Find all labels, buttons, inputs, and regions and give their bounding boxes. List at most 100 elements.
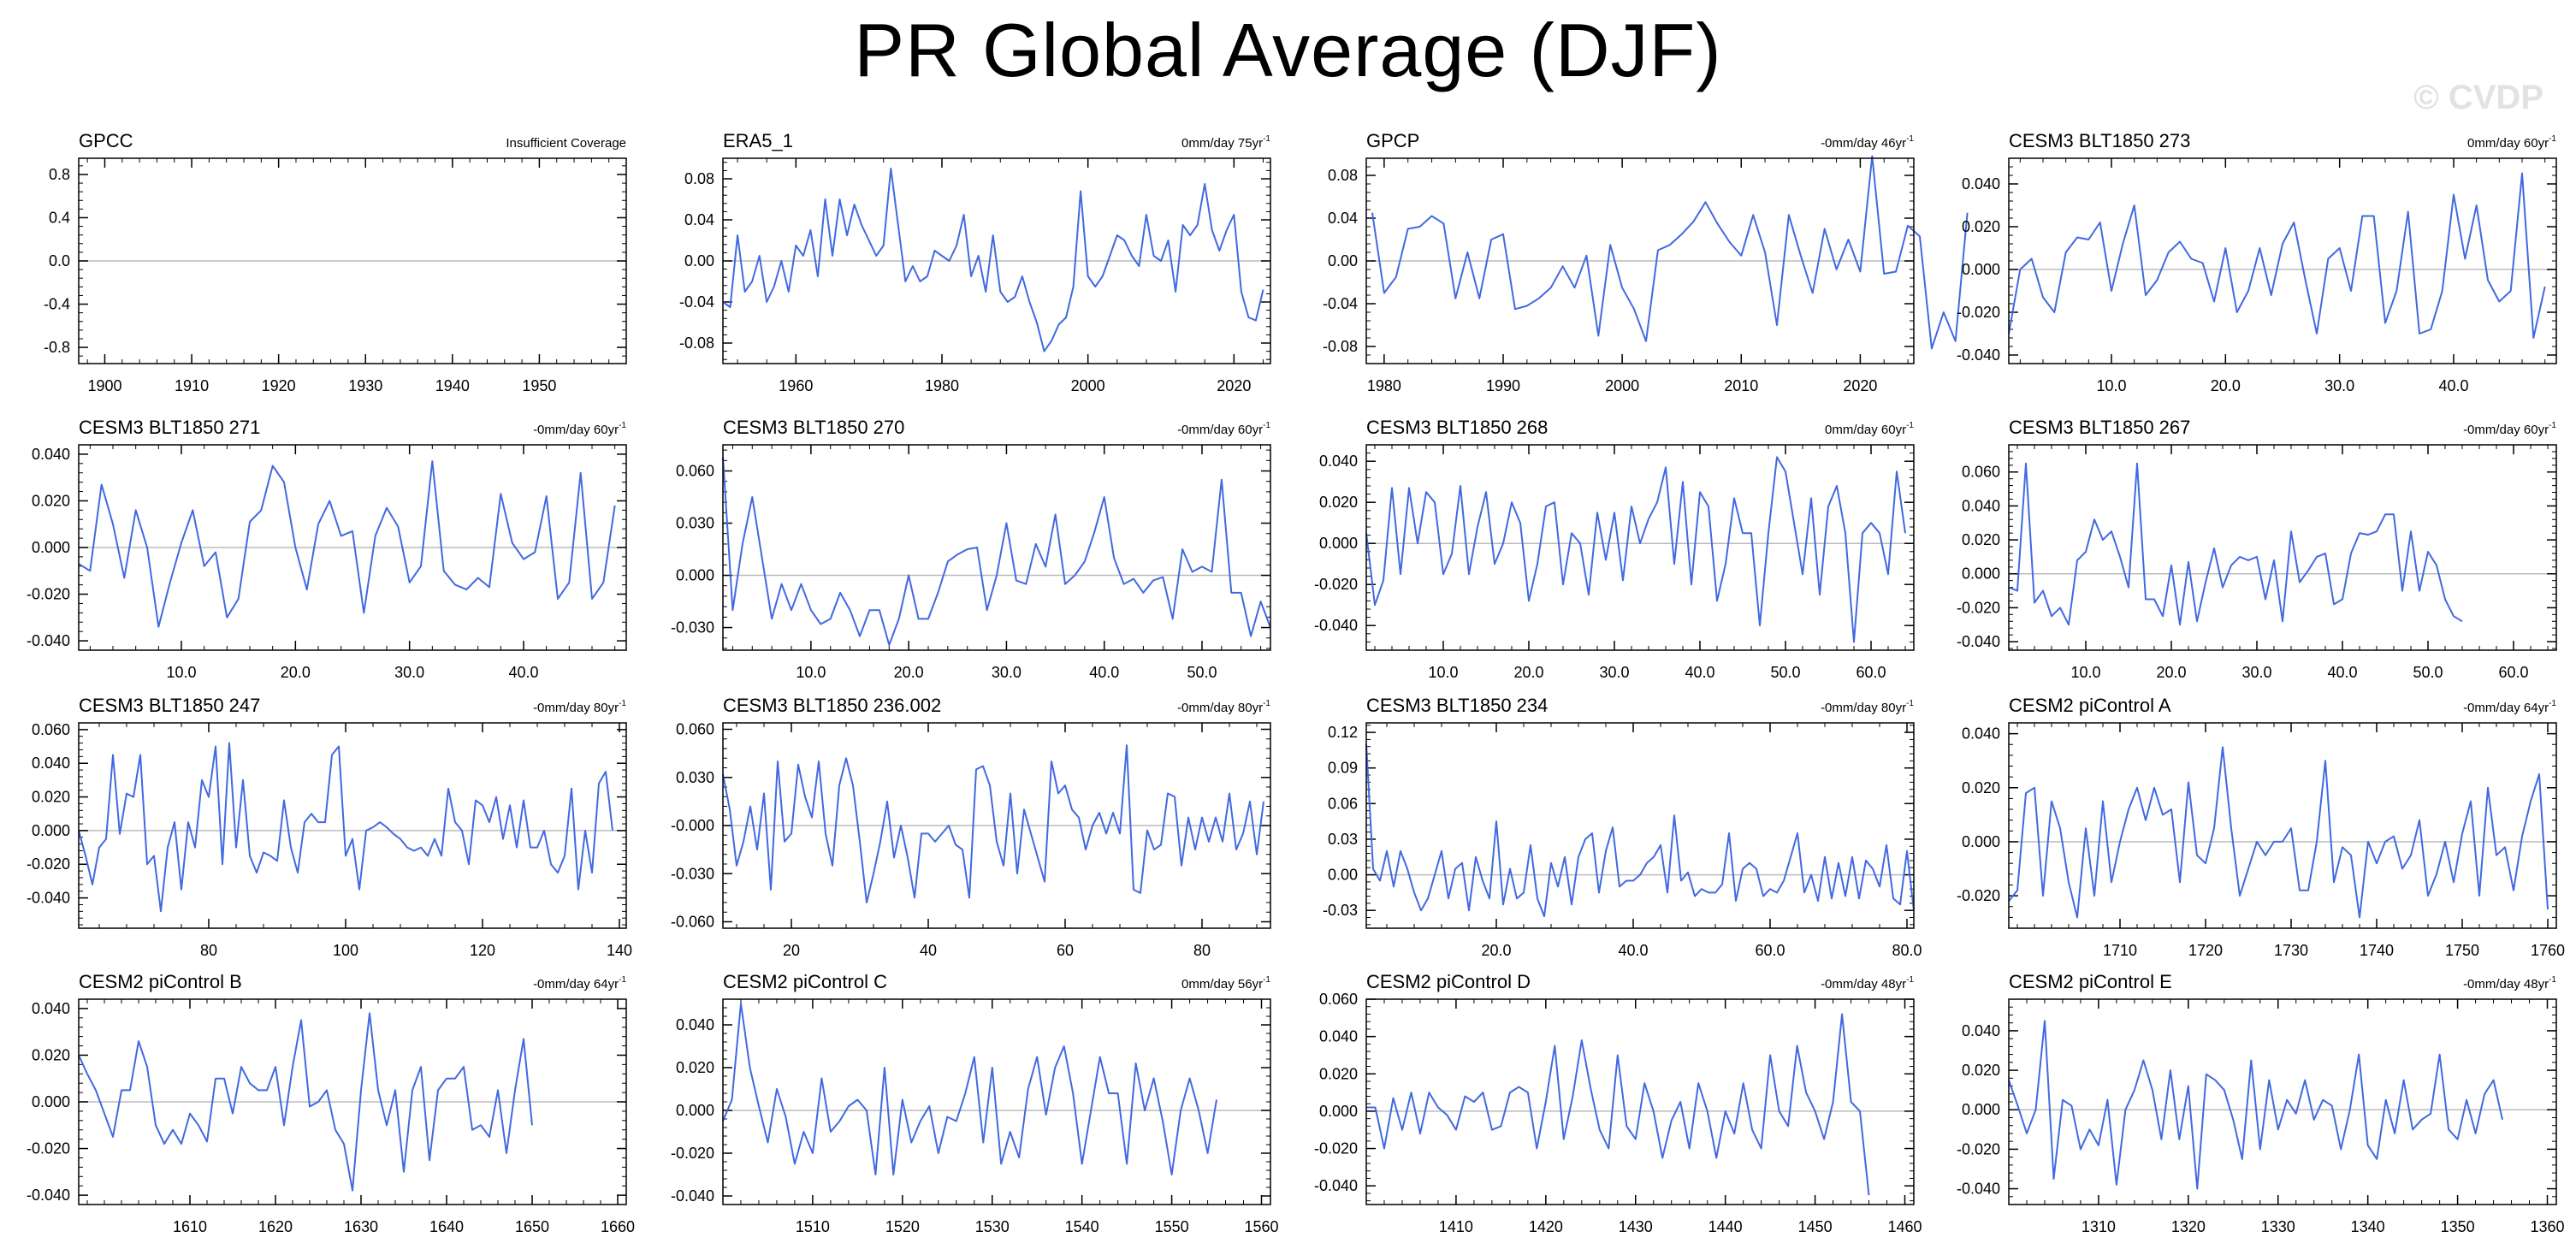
y-tick-label: -0.020 [671,1145,714,1162]
panel-title: CESM2 piControl A [2009,695,2171,716]
chart-panel-7: CESM3 BLT1850 268 0mm/day 60yr-1 -0.040 -0.… [1314,417,1915,681]
y-tick-label: -0.8 [44,339,70,356]
y-tick-label: 0.020 [1319,494,1358,511]
y-tick-label: 0.000 [32,822,70,839]
x-tick-label: 60.0 [1856,664,1886,681]
series-line [2008,462,2463,626]
x-tick-label: 1730 [2274,942,2308,959]
panel-trend-note: -0mm/day 80yr-1 [533,699,626,715]
y-tick-label: 0.000 [1962,261,2000,278]
y-tick-label: -0.03 [1323,902,1358,919]
y-tick-label: 0.020 [1962,218,2000,235]
panel-trend-note: Insufficient Coverage [506,136,626,151]
x-tick-label: 80 [200,942,217,959]
y-tick-label: 0.000 [1962,1101,2000,1118]
x-tick-label: 1950 [522,377,556,394]
series-line [78,1012,533,1192]
chart-panel-15: CESM2 piControl D -0mm/day 48yr-1 -0.040 -0… [1314,971,1922,1235]
panel-title: CESM3 BLT1850 267 [2009,417,2190,438]
x-tick-label: 1430 [1619,1218,1653,1235]
x-tick-label: 40.0 [508,664,538,681]
plot-frame [78,998,627,1205]
y-tick-label: -0.040 [27,1187,70,1204]
x-tick-label: 2000 [1605,377,1639,394]
y-tick-label: 0.040 [1962,725,2000,743]
plot-frame [722,157,1271,364]
y-tick-label: 0.09 [1328,760,1358,777]
y-tick-label: 0.4 [49,209,70,226]
y-tick-label: -0.020 [1957,304,2000,321]
x-tick-label: 1740 [2360,942,2394,959]
x-tick-label: 50.0 [2413,664,2443,681]
y-tick-label: 0.000 [676,567,714,584]
x-tick-label: 2010 [1724,377,1758,394]
plot-frame [722,444,1271,651]
panel-title: CESM3 BLT1850 270 [723,417,904,438]
y-tick-label: 0.040 [676,1016,714,1033]
y-tick-label: -0.020 [27,1140,70,1157]
y-tick-label: 0.040 [1962,1022,2000,1039]
panel-title: CESM2 piControl B [79,971,242,992]
x-tick-label: 1910 [175,377,209,394]
y-tick-label: 0.060 [1962,464,2000,481]
y-tick-label: 0.04 [1328,210,1358,227]
x-tick-label: 20.0 [281,664,311,681]
panel-title: CESM3 BLT1850 247 [79,695,260,716]
y-tick-label: 0.000 [1319,1103,1358,1120]
x-tick-label: 1440 [1708,1218,1743,1235]
x-tick-label: 60.0 [1755,942,1785,959]
y-tick-label: -0.060 [671,914,714,931]
y-tick-label: -0.030 [671,865,714,882]
chart-panel-5: CESM3 BLT1850 271 -0mm/day 60yr-1 -0.040 -0… [27,417,627,681]
x-tick-label: 1550 [1155,1218,1189,1235]
y-tick-label: -0.040 [1957,633,2000,650]
chart-panel-10: CESM3 BLT1850 236.002 -0mm/day 80yr-1 -0.0… [671,695,1271,959]
y-tick-label: -0.020 [27,586,70,603]
y-tick-label: 0.06 [1328,795,1358,812]
y-tick-label: -0.040 [27,632,70,649]
y-tick-label: -0.04 [1323,295,1358,312]
y-tick-label: 0.00 [684,252,714,269]
panel-trend-note: -0mm/day 60yr-1 [533,421,626,437]
panel-title: ERA5_1 [723,130,793,151]
x-tick-label: 1340 [2351,1218,2385,1235]
y-tick-label: 0.020 [676,1059,714,1076]
panel-trend-note: 0mm/day 75yr-1 [1181,134,1270,151]
y-tick-label: 0.08 [684,170,714,187]
panel-trend-note: 0mm/day 60yr-1 [2467,134,2556,151]
plot-frame [2008,444,2557,651]
series-line [2008,746,2549,919]
x-tick-label: 50.0 [1187,664,1217,681]
y-tick-label: 0.020 [32,789,70,806]
plot-frame [2008,722,2557,929]
x-tick-label: 80 [1193,942,1211,959]
x-tick-label: 30.0 [992,664,1022,681]
y-tick-label: 0.040 [32,755,70,772]
panel-trend-note: -0mm/day 60yr-1 [1177,421,1270,437]
x-tick-label: 80.0 [1892,942,1922,959]
plot-frame [1365,998,1915,1205]
y-tick-label: -0.08 [1323,338,1358,355]
x-tick-label: 1720 [2188,942,2223,959]
y-tick-label: 0.040 [32,1000,70,1017]
y-tick-label: 0.020 [32,492,70,509]
panel-title: CESM2 piControl C [723,971,887,992]
y-tick-label: -0.4 [44,296,70,313]
y-tick-label: 0.060 [676,463,714,480]
series-line [722,744,1264,903]
x-tick-label: 20.0 [2211,377,2241,394]
x-tick-label: 1350 [2441,1218,2475,1235]
y-tick-label: -0.040 [1957,1181,2000,1198]
y-tick-label: 0.000 [32,539,70,556]
panel-trend-note: 0mm/day 56yr-1 [1181,975,1270,992]
x-tick-label: 30.0 [2324,377,2354,394]
y-tick-label: 0.020 [32,1046,70,1063]
x-tick-label: 1310 [2082,1218,2116,1235]
x-tick-label: 10.0 [2070,664,2100,681]
chart-panel-9: CESM3 BLT1850 247 -0mm/day 80yr-1 -0.040 -0… [27,695,632,959]
y-tick-label: 0.040 [1319,453,1358,470]
x-tick-label: 1980 [925,377,959,394]
y-tick-label: 0.040 [32,446,70,463]
chart-panel-4: CESM3 BLT1850 273 0mm/day 60yr-1 -0.040 -0.… [1957,130,2557,394]
